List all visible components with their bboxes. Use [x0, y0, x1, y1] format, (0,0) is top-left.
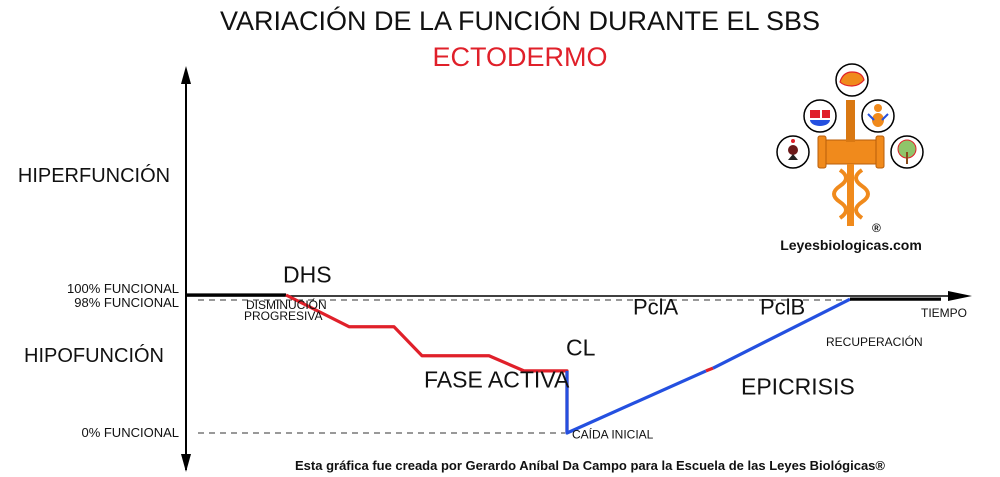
series-line-3 — [705, 366, 714, 373]
annotation-6: PclA — [633, 294, 679, 319]
annotation-8: RECUPERACIÓN — [826, 334, 923, 349]
annotation-0: DHS — [283, 262, 332, 288]
annotation-5: CAÍDA INICIAL — [572, 427, 654, 442]
annotation-3: FASE ACTIVA — [424, 366, 570, 392]
annotation-1: DISMINUCIÓN — [246, 297, 327, 312]
registered-mark: ® — [872, 221, 881, 235]
annotation-9: EPICRISIS — [741, 373, 855, 399]
band-label-hipofuncion: HIPOFUNCIÓN — [24, 344, 164, 367]
annotation-4: CL — [566, 335, 596, 361]
chart-subtitle: ECTODERMO — [432, 42, 607, 72]
series-line-2 — [565, 369, 707, 435]
cell-figure-icon — [861, 99, 895, 133]
chart-title: VARIACIÓN DE LA FUNCIÓN DURANTE EL SBS — [220, 5, 820, 36]
band-label-hiperfuncion: HIPERFUNCIÓN — [18, 164, 170, 187]
gavel-icon — [817, 100, 885, 169]
x-axis — [186, 291, 972, 301]
logo-site-name: Leyesbiologicas.com — [780, 237, 922, 253]
annotation-7: PclB — [760, 294, 805, 319]
embryo-icon — [776, 135, 810, 169]
organ-icon — [803, 99, 837, 133]
series-layer — [186, 293, 941, 435]
level-label-100: 100% FUNCIONAL — [67, 281, 179, 296]
series-line-4 — [712, 297, 851, 370]
x-axis-label: TIEMPO — [921, 306, 967, 320]
footer-credit: Esta gráfica fue creada por Gerardo Aníb… — [295, 458, 885, 473]
series-line-1 — [285, 293, 569, 433]
logo: ® Leyesbiologicas.com — [776, 63, 924, 253]
level-label-0: 0% FUNCIONAL — [81, 425, 179, 440]
level-label-98: 98% FUNCIONAL — [74, 295, 179, 310]
tree-icon — [890, 135, 924, 169]
brain-icon — [835, 63, 869, 97]
caduceus-icon — [832, 164, 870, 226]
y-axis — [181, 66, 191, 472]
annotation-2: PROGRESIVA — [244, 309, 322, 323]
